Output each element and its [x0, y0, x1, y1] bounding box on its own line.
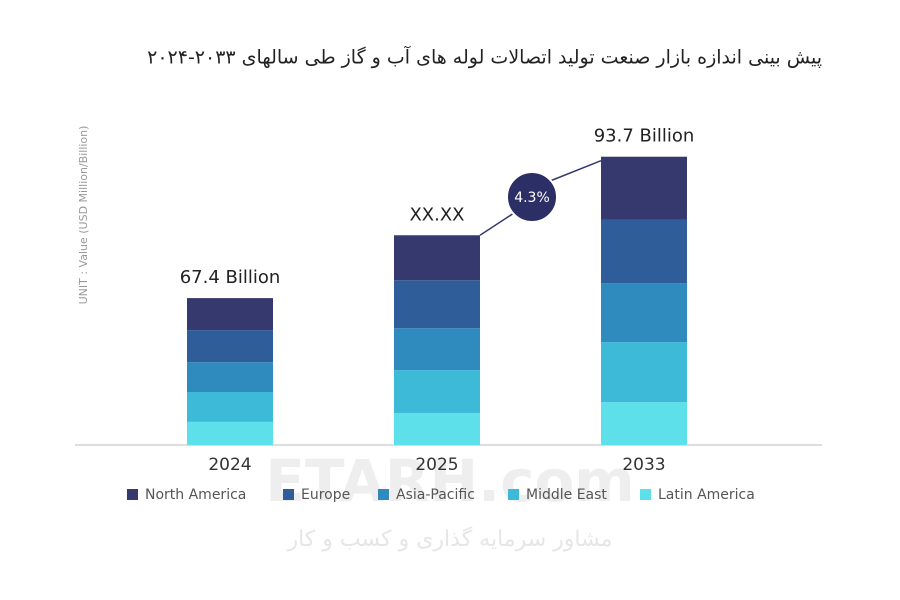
bar-segment — [394, 235, 480, 281]
bar-segment — [601, 402, 687, 445]
growth-label: 4.3% — [514, 190, 550, 206]
bar-segment — [187, 362, 273, 393]
bar-segment — [394, 412, 480, 445]
growth-bubble — [506, 171, 558, 223]
legend-label: Middle East — [526, 487, 607, 503]
bar-segment — [601, 156, 687, 220]
x-tick-label: 2024 — [208, 455, 251, 475]
total-label: XX.XX — [409, 204, 464, 225]
legend-swatch — [378, 489, 389, 500]
legend-label: Europe — [301, 487, 350, 503]
bar-segment — [601, 219, 687, 284]
legend-label: Latin America — [658, 487, 755, 503]
total-label: 93.7 Billion — [594, 126, 695, 147]
chart-title: پیش بینی اندازه بازار صنعت تولید اتصالات… — [147, 45, 822, 69]
watermark: ETARH.com — [265, 447, 634, 515]
growth-connector — [549, 160, 602, 182]
legend-swatch — [508, 489, 519, 500]
bar-segment — [187, 392, 273, 422]
legend-swatch — [127, 489, 138, 500]
total-label: 67.4 Billion — [180, 267, 281, 288]
bar-segment — [187, 298, 273, 331]
legend-label: Asia-Pacific — [396, 487, 475, 503]
bar-segment — [394, 280, 480, 329]
growth-connector — [479, 212, 515, 236]
y-axis-label: UNIT : Value (USD Million/Billion) — [77, 126, 90, 305]
watermark-subtitle: مشاور سرمایه گذاری و کسب و کار — [286, 526, 612, 552]
x-tick-label: 2033 — [622, 455, 665, 475]
bar-segment — [601, 342, 687, 403]
bar-segment — [187, 421, 273, 445]
bar-segment — [187, 330, 273, 363]
legend-swatch — [283, 489, 294, 500]
legend-swatch — [640, 489, 651, 500]
legend-label: North America — [145, 487, 246, 503]
bar-segment — [394, 370, 480, 413]
x-tick-label: 2025 — [415, 455, 458, 475]
bar-segment — [601, 283, 687, 343]
bar-segment — [394, 328, 480, 371]
